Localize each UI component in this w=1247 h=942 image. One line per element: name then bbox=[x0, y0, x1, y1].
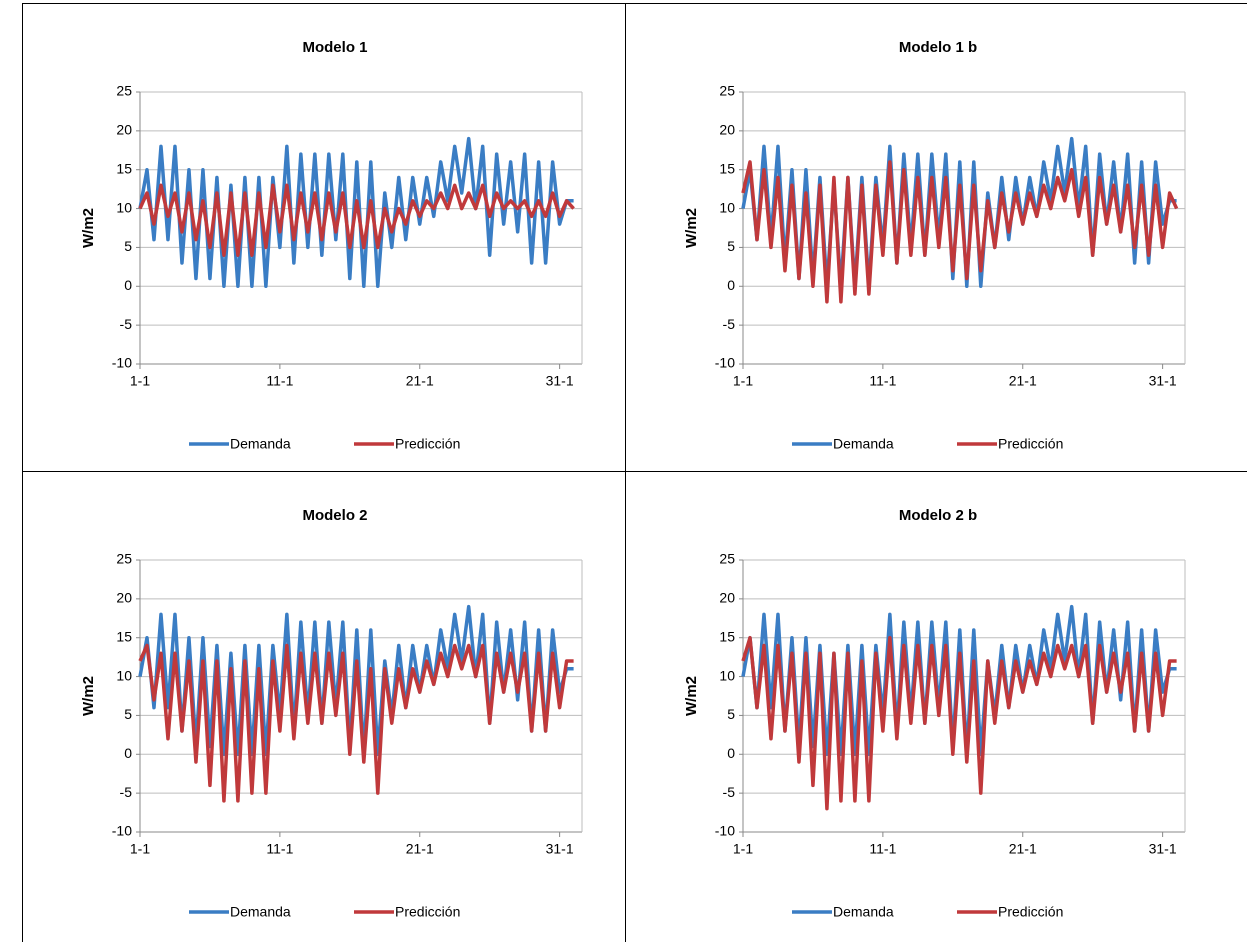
y-tick-label: 20 bbox=[116, 590, 132, 606]
y-tick-label: 10 bbox=[116, 199, 132, 215]
data-line bbox=[138, 643, 574, 803]
y-tick-label: 15 bbox=[719, 628, 735, 644]
legend-label: Demanda bbox=[230, 436, 291, 452]
y-tick-label: -5 bbox=[120, 784, 133, 800]
legend-label: Predicción bbox=[998, 904, 1063, 920]
y-tick-label: 15 bbox=[116, 628, 132, 644]
y-tick-label: 0 bbox=[727, 745, 735, 761]
x-tick-label: 31-1 bbox=[1149, 841, 1177, 857]
x-tick-label: 21-1 bbox=[1009, 373, 1037, 389]
chart: Modelo 1 W/m2 -10 -5 0 5 10 15 20 25 1-1 11-1 21-1 31… bbox=[80, 39, 583, 452]
x-tick-label: 11-1 bbox=[266, 373, 293, 389]
x-tick-label: 11-1 bbox=[266, 841, 293, 857]
y-tick-label: 5 bbox=[727, 706, 735, 722]
legend-label: Demanda bbox=[833, 436, 894, 452]
chart: Modelo 2 b W/m2 -10 -5 0 5 10 15 20 25 1-1 11-1 21-1… bbox=[683, 507, 1186, 920]
data-line bbox=[741, 160, 1179, 304]
y-tick-label: 20 bbox=[116, 122, 132, 138]
legend-label: Demanda bbox=[833, 904, 894, 920]
x-tick-label: 11-1 bbox=[869, 841, 896, 857]
y-tick-label: 15 bbox=[116, 160, 132, 176]
table-border bbox=[22, 471, 1247, 472]
chart-title: Modelo 2 b bbox=[899, 507, 977, 524]
legend-label: Predicción bbox=[395, 436, 460, 452]
x-tick-label: 31-1 bbox=[1149, 373, 1177, 389]
y-tick-label: -10 bbox=[715, 355, 735, 371]
y-tick-label: -10 bbox=[112, 355, 132, 371]
y-axis-label: W/m2 bbox=[80, 208, 97, 248]
table-border bbox=[22, 3, 1247, 4]
y-tick-label: 10 bbox=[719, 667, 735, 683]
x-tick-label: 1-1 bbox=[733, 373, 753, 389]
y-tick-label: 5 bbox=[124, 706, 132, 722]
y-tick-label: 25 bbox=[719, 551, 735, 567]
y-tick-label: -10 bbox=[112, 823, 132, 839]
y-tick-label: 20 bbox=[719, 122, 735, 138]
y-tick-label: 25 bbox=[116, 551, 132, 567]
table-border bbox=[22, 3, 23, 942]
x-tick-label: 1-1 bbox=[733, 841, 753, 857]
y-tick-label: -10 bbox=[715, 823, 735, 839]
y-tick-label: 0 bbox=[727, 277, 735, 293]
y-tick-label: 0 bbox=[124, 745, 132, 761]
x-tick-label: 21-1 bbox=[406, 373, 434, 389]
x-tick-label: 31-1 bbox=[546, 373, 574, 389]
y-tick-label: 25 bbox=[116, 83, 132, 99]
legend-label: Predicción bbox=[395, 904, 460, 920]
y-axis-label: W/m2 bbox=[80, 676, 97, 716]
y-tick-label: 10 bbox=[116, 667, 132, 683]
y-tick-label: -5 bbox=[120, 316, 133, 332]
x-tick-label: 21-1 bbox=[1009, 841, 1037, 857]
chart-title: Modelo 2 bbox=[302, 507, 367, 524]
x-tick-label: 1-1 bbox=[130, 373, 150, 389]
y-tick-label: 15 bbox=[719, 160, 735, 176]
y-tick-label: 25 bbox=[719, 83, 735, 99]
y-axis-label: W/m2 bbox=[683, 676, 700, 716]
y-axis-label: W/m2 bbox=[683, 208, 700, 248]
y-tick-label: 20 bbox=[719, 590, 735, 606]
y-tick-label: -5 bbox=[723, 784, 736, 800]
legend-label: Predicción bbox=[998, 436, 1063, 452]
y-tick-label: 10 bbox=[719, 199, 735, 215]
legend-label: Demanda bbox=[230, 904, 291, 920]
x-tick-label: 11-1 bbox=[869, 373, 896, 389]
table-border bbox=[625, 3, 626, 942]
chart: Modelo 1 b W/m2 -10 -5 0 5 10 15 20 25 1-1 11-1 21-1… bbox=[683, 39, 1186, 452]
y-tick-label: -5 bbox=[723, 316, 736, 332]
chart-title: Modelo 1 b bbox=[899, 39, 977, 56]
chart-title: Modelo 1 bbox=[302, 39, 367, 56]
data-line bbox=[138, 183, 575, 257]
y-tick-label: 5 bbox=[124, 238, 132, 254]
x-tick-label: 21-1 bbox=[406, 841, 434, 857]
y-tick-label: 5 bbox=[727, 238, 735, 254]
y-tick-label: 0 bbox=[124, 277, 132, 293]
x-tick-label: 31-1 bbox=[546, 841, 574, 857]
x-tick-label: 1-1 bbox=[130, 841, 150, 857]
chart: Modelo 2 W/m2 -10 -5 0 5 10 15 20 25 1-1 11-1 21-1 31… bbox=[80, 507, 583, 920]
data-line bbox=[741, 635, 1177, 811]
